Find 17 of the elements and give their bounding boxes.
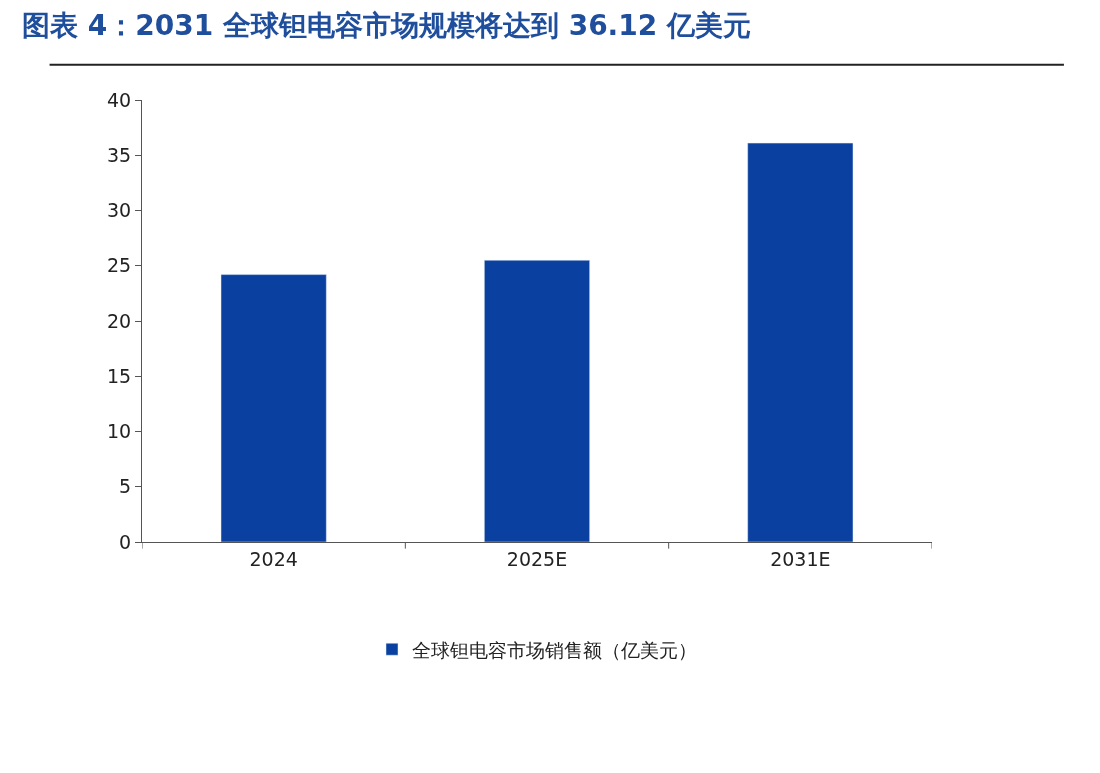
y-tick-label: 40	[107, 88, 132, 111]
y-tick-label: 30	[107, 199, 132, 222]
x-tick-label: 2031E	[770, 547, 831, 570]
y-tick-label: 20	[107, 309, 132, 332]
y-tick-label: 10	[107, 420, 132, 443]
bar	[220, 274, 327, 542]
bar	[484, 259, 590, 542]
x-tick-label: 2025E	[506, 547, 568, 570]
y-tick-label: 15	[107, 364, 132, 387]
legend-label: 全球钽电容市场销售额（亿美元）	[412, 638, 697, 661]
x-tick-label: 2024	[249, 547, 298, 570]
y-tick-label: 5	[119, 475, 132, 498]
y-tick-label: 25	[107, 254, 132, 277]
bar	[747, 142, 854, 542]
chart-title: 图表 4：2031 全球钽电容市场规模将达到 36.12 亿美元	[22, 9, 751, 43]
y-tick-label: 0	[119, 530, 132, 553]
y-tick-label: 35	[107, 143, 132, 166]
